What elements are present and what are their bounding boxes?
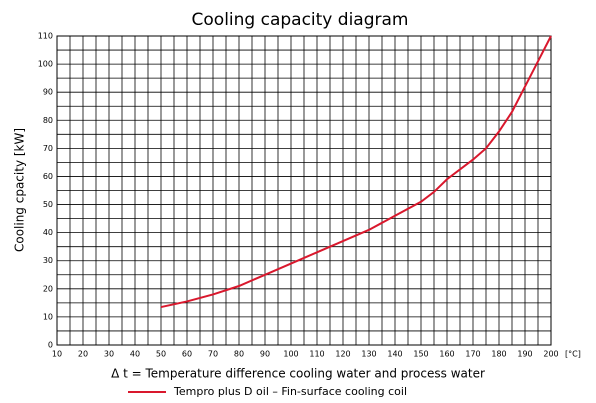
- y-tick-label: 20: [43, 284, 53, 293]
- y-tick-label: 0: [48, 341, 53, 350]
- x-tick-label: 90: [260, 350, 270, 359]
- x-tick-label: 130: [361, 350, 376, 359]
- y-tick-label: 10: [43, 312, 53, 321]
- x-tick-label: 200: [543, 350, 558, 359]
- x-axis-label: Δ t = Temperature difference cooling wat…: [111, 367, 485, 381]
- y-tick-label: 110: [38, 32, 53, 41]
- x-tick-label: 150: [413, 350, 428, 359]
- x-tick-label: 60: [182, 350, 192, 359]
- x-tick-label: 70: [208, 350, 218, 359]
- x-tick-label: 110: [309, 350, 324, 359]
- y-axis-label: Cooling cpacity [kW]: [13, 128, 27, 252]
- x-tick-label: 40: [130, 350, 140, 359]
- y-tick-label: 70: [43, 144, 53, 153]
- x-tick-label: 100: [283, 350, 298, 359]
- y-tick-label: 60: [43, 172, 53, 181]
- x-tick-label: 10: [52, 350, 62, 359]
- y-tick-label: 100: [38, 60, 53, 69]
- y-tick-label: 50: [43, 200, 53, 209]
- x-tick-label: 190: [517, 350, 532, 359]
- x-tick-label: 170: [465, 350, 480, 359]
- y-tick-label: 40: [43, 228, 53, 237]
- plot-frame: [56, 35, 552, 346]
- x-tick-label: 180: [491, 350, 506, 359]
- y-tick-label: 30: [43, 256, 53, 265]
- y-tick-label: 80: [43, 116, 53, 125]
- legend-label: Tempro plus D oil – Fin-surface cooling …: [173, 385, 407, 398]
- x-tick-label: 20: [78, 350, 88, 359]
- x-tick-label: 30: [104, 350, 114, 359]
- x-tick-label: 80: [234, 350, 244, 359]
- x-tick-label: 140: [387, 350, 402, 359]
- x-tick-label: 160: [439, 350, 454, 359]
- x-unit: [°C]: [565, 350, 581, 359]
- y-tick-label: 90: [43, 88, 53, 97]
- chart-title: Cooling capacity diagram: [192, 10, 409, 30]
- x-tick-label: 50: [156, 350, 166, 359]
- data-line: [160, 35, 552, 309]
- x-tick-label: 120: [335, 350, 350, 359]
